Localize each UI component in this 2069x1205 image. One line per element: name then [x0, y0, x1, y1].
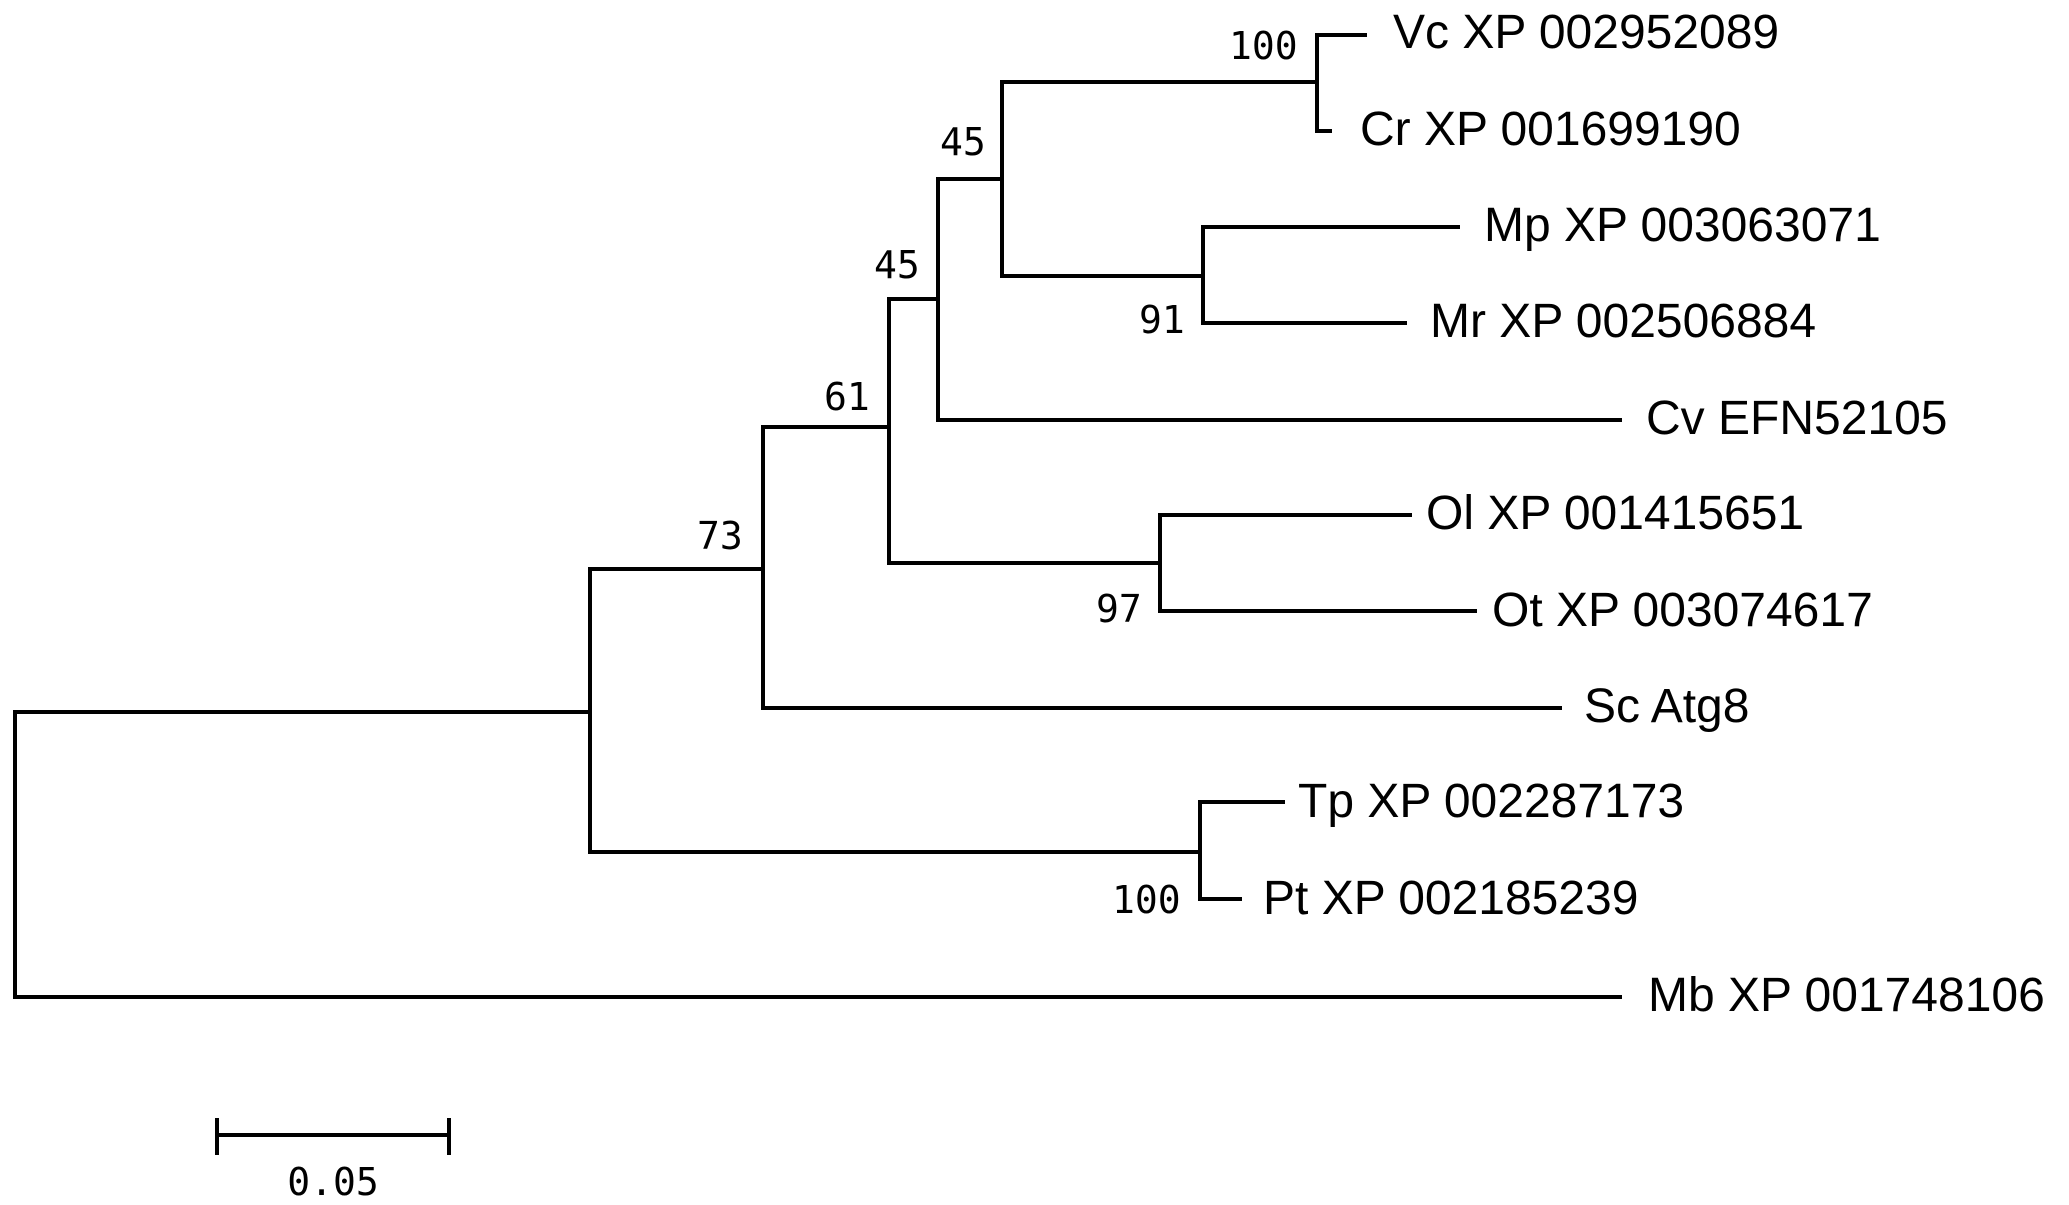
bootstrap-91: 91 [1139, 298, 1185, 342]
bootstrap-97: 97 [1096, 587, 1142, 631]
bootstrap-upper-45: 45 [940, 120, 986, 164]
leaf-label-cr: Cr XP 001699190 [1360, 103, 1741, 156]
bootstrap-61: 61 [824, 375, 870, 419]
leaf-label-tp: Tp XP 002287173 [1298, 775, 1684, 828]
leaf-label-ot: Ot XP 003074617 [1492, 584, 1873, 637]
leaf-label-cv: Cv EFN52105 [1646, 392, 1947, 445]
bootstrap-lower-45: 45 [874, 243, 920, 287]
bootstrap-73: 73 [697, 514, 743, 558]
leaf-label-ol: Ol XP 001415651 [1426, 487, 1804, 540]
leaf-label-pt: Pt XP 002185239 [1263, 872, 1638, 925]
scale-bar: 0.05 [215, 1118, 451, 1204]
bootstrap-vc-cr: 100 [1229, 24, 1298, 68]
bootstrap-diatoms-100: 100 [1112, 878, 1181, 922]
leaf-label-mp: Mp XP 003063071 [1484, 199, 1881, 252]
scale-bar-label: 0.05 [287, 1160, 379, 1204]
leaf-label-mb: Mb XP 001748106 [1648, 969, 2045, 1022]
tree-branches [13, 33, 1622, 999]
leaf-label-vc: Vc XP 002952089 [1393, 6, 1779, 59]
leaf-label-sc: Sc Atg8 [1584, 680, 1749, 733]
leaf-label-mr: Mr XP 002506884 [1430, 295, 1816, 348]
leaf-labels: Vc XP 002952089 Cr XP 001699190 Mp XP 00… [1263, 6, 2045, 1022]
bootstrap-values: 100 45 45 61 73 91 97 100 [697, 24, 1298, 922]
